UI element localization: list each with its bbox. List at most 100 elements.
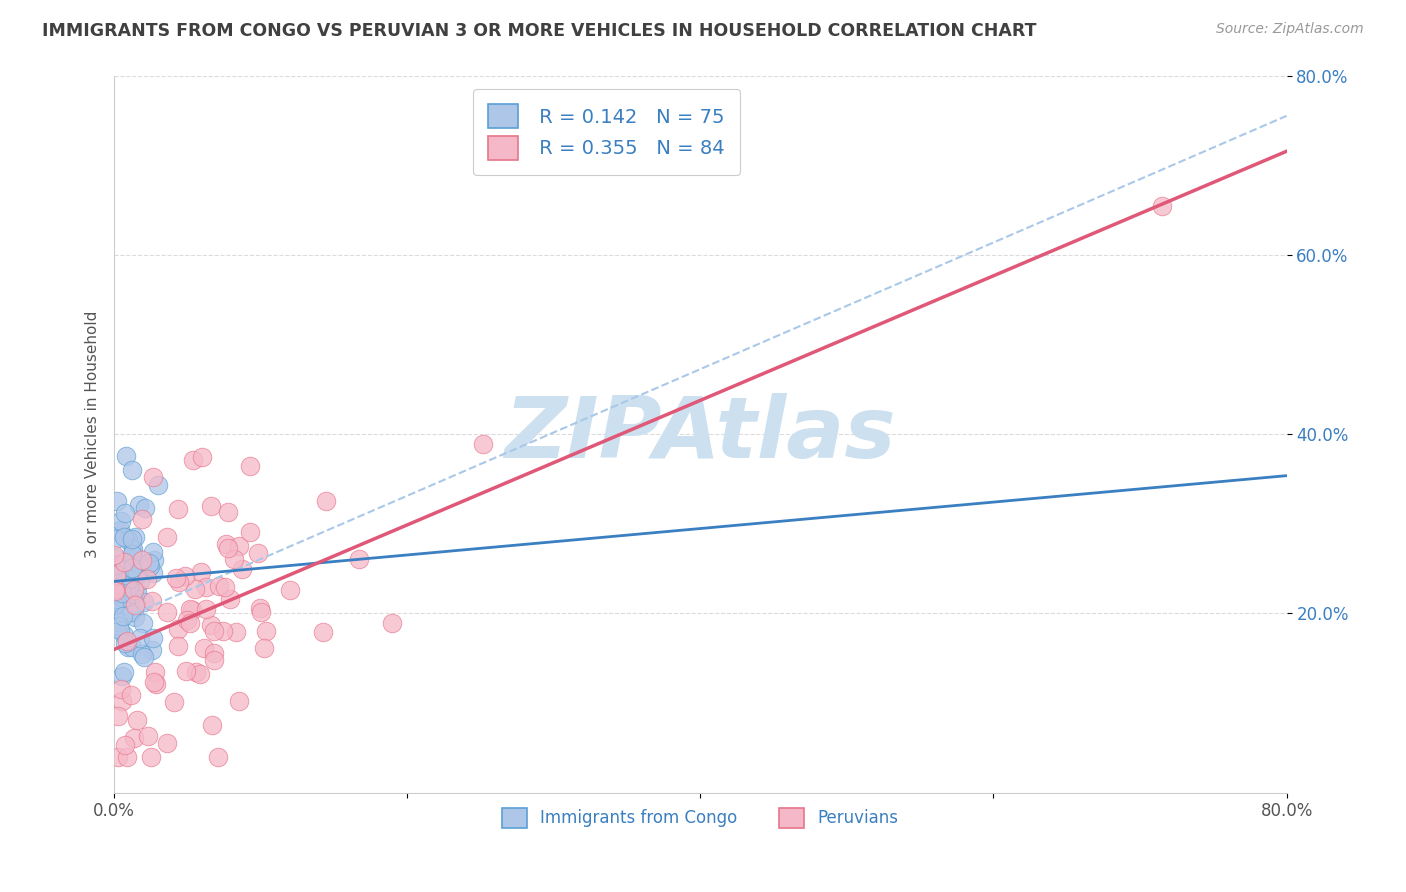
- Point: [120, 605, 142, 619]
- Point: [129, 574, 152, 589]
- Point: [108, 619, 131, 633]
- Point: [115, 633, 138, 648]
- Point: [200, 618, 222, 632]
- Point: [103, 548, 125, 562]
- Point: [136, 573, 159, 587]
- Point: [115, 558, 138, 572]
- Point: [107, 587, 129, 601]
- Point: [114, 562, 136, 576]
- Point: [117, 749, 139, 764]
- Point: [110, 558, 132, 572]
- Point: [200, 500, 222, 514]
- Legend: Immigrants from Congo, Peruvians: Immigrants from Congo, Peruvians: [495, 801, 905, 835]
- Point: [180, 603, 202, 617]
- Point: [117, 640, 139, 655]
- Point: [195, 602, 218, 616]
- Point: [239, 459, 262, 474]
- Point: [228, 694, 250, 708]
- Point: [214, 580, 236, 594]
- Point: [472, 437, 495, 451]
- Point: [249, 601, 271, 615]
- Point: [124, 598, 146, 612]
- Point: [105, 582, 128, 596]
- Point: [120, 688, 142, 702]
- Point: [202, 646, 225, 660]
- Point: [127, 585, 149, 599]
- Point: [212, 624, 235, 638]
- Point: [120, 554, 142, 568]
- Point: [142, 545, 165, 559]
- Point: [111, 591, 134, 606]
- Point: [184, 582, 207, 596]
- Point: [176, 614, 198, 628]
- Point: [131, 647, 153, 661]
- Point: [156, 605, 179, 619]
- Point: [249, 605, 271, 619]
- Point: [104, 582, 127, 596]
- Point: [118, 572, 141, 586]
- Point: [122, 731, 145, 745]
- Point: [121, 547, 143, 561]
- Point: [163, 694, 186, 708]
- Point: [114, 635, 136, 649]
- Point: [104, 532, 127, 546]
- Point: [190, 450, 212, 465]
- Point: [107, 525, 129, 540]
- Point: [107, 615, 129, 630]
- Point: [222, 552, 245, 566]
- Point: [103, 558, 125, 572]
- Point: [110, 523, 132, 537]
- Point: [103, 599, 125, 613]
- Point: [132, 649, 155, 664]
- Point: [117, 570, 139, 584]
- Point: [141, 642, 163, 657]
- Point: [114, 739, 136, 753]
- Point: [111, 668, 134, 682]
- Point: [112, 628, 135, 642]
- Point: [111, 694, 134, 708]
- Text: ZIPAtlas: ZIPAtlas: [505, 392, 896, 475]
- Point: [112, 665, 135, 679]
- Point: [128, 498, 150, 512]
- Point: [114, 449, 136, 463]
- Point: [111, 609, 134, 624]
- Point: [107, 749, 129, 764]
- Point: [231, 562, 253, 576]
- Point: [134, 501, 156, 516]
- Point: [110, 578, 132, 592]
- Point: [124, 530, 146, 544]
- Point: [110, 623, 132, 637]
- Point: [1150, 198, 1173, 212]
- Point: [121, 545, 143, 559]
- Point: [179, 602, 201, 616]
- Point: [117, 590, 139, 604]
- Point: [138, 556, 160, 570]
- Point: [193, 641, 215, 656]
- Point: [167, 639, 190, 653]
- Point: [312, 625, 335, 640]
- Point: [131, 512, 153, 526]
- Point: [142, 566, 165, 580]
- Point: [121, 587, 143, 601]
- Point: [121, 462, 143, 476]
- Point: [121, 640, 143, 654]
- Point: [208, 579, 231, 593]
- Point: [207, 749, 229, 764]
- Point: [117, 533, 139, 548]
- Point: [111, 586, 134, 600]
- Point: [105, 566, 128, 580]
- Point: [104, 584, 127, 599]
- Point: [107, 494, 129, 508]
- Point: [202, 624, 225, 638]
- Point: [141, 594, 163, 608]
- Point: [104, 550, 127, 565]
- Point: [225, 624, 247, 639]
- Text: IMMIGRANTS FROM CONGO VS PERUVIAN 3 OR MORE VEHICLES IN HOUSEHOLD CORRELATION CH: IMMIGRANTS FROM CONGO VS PERUVIAN 3 OR M…: [42, 22, 1036, 40]
- Point: [112, 530, 135, 544]
- Point: [107, 596, 129, 610]
- Point: [122, 582, 145, 597]
- Point: [125, 566, 148, 580]
- Point: [107, 595, 129, 609]
- Point: [121, 561, 143, 575]
- Point: [195, 580, 218, 594]
